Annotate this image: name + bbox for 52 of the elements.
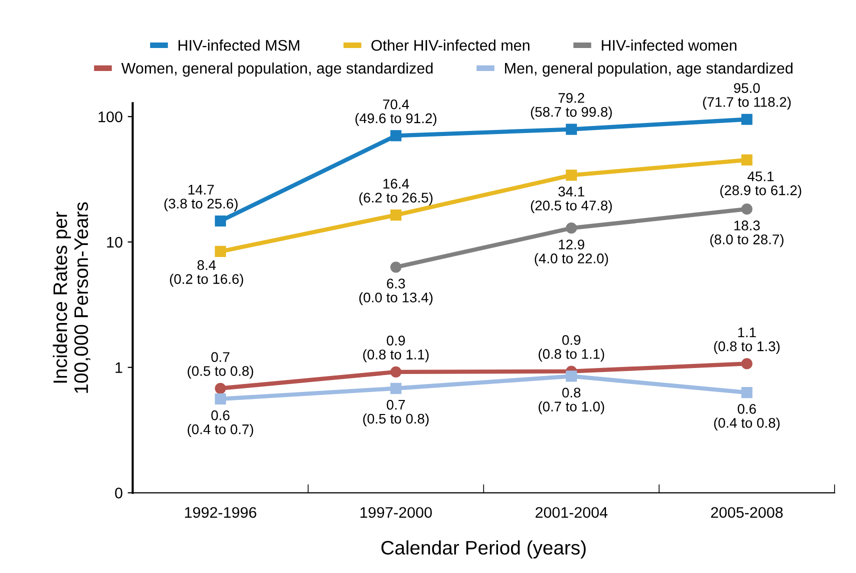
point [741,204,752,215]
point [390,382,402,394]
x-tick-label: 1997-2000 [360,507,432,518]
y-tick-label: 1 [116,362,122,373]
data-label: 1.1 (0.8 to 1.3) [714,328,780,354]
y-tick-label: 0 [115,488,122,498]
data-label: 0.7 (0.5 to 0.8) [188,352,254,379]
legend-label: Other HIV-infected men [371,40,530,51]
legend-label: Women, general population, age standardized [121,62,433,77]
legend-label: HIV-infected women [602,40,736,51]
x-tick-label: 1992-1996 [185,507,256,518]
x-tick-label: 2001-2004 [536,507,608,518]
data-label: 34.1 (20.5 to 47.8) [530,186,612,214]
point [390,130,402,142]
y-tick-label: 10 [107,236,122,248]
y-axis-title: Incidence Rates per 100,000 Person-Years [52,202,90,393]
data-label: 0.6 (0.4 to 0.8) [714,404,780,431]
point [566,170,577,181]
data-label: 0.9 (0.8 to 1.1) [538,335,604,362]
legend-label: Men, general population, age standardized [505,62,792,77]
data-label: 45.1 (28.9 to 61.2) [720,172,802,198]
data-label: 79.2 (58.7 to 99.8) [530,93,612,120]
point [566,370,577,382]
data-label: 12.9 (4.0 to 22.0) [534,240,608,266]
data-label: 0.6 (0.4 to 0.7) [188,410,254,437]
y-tick-label: 100 [98,111,122,122]
point [741,358,752,370]
point [214,382,226,394]
data-label: 0.7 (0.5 to 0.8) [363,400,429,426]
point [390,366,402,378]
point [566,222,577,234]
point [566,124,577,135]
point [214,393,226,405]
x-tick-label: 2005-2008 [711,507,783,518]
data-label: 14.7 (3.8 to 25.6) [164,184,238,212]
point [390,209,402,221]
data-label: 8.4 (0.2 to 16.6) [170,260,244,287]
point [214,215,226,227]
data-label: 18.3 (8.0 to 28.7) [710,220,784,248]
point [390,262,402,273]
data-label: 6.3 (0.0 to 13.4) [359,278,432,306]
x-axis-title: Calendar Period (years) [381,540,586,558]
data-label: 0.9 (0.8 to 1.1) [363,336,429,362]
data-label: 95.0 (71.7 to 118.2) [703,83,791,110]
legend-label: HIV-infected MSM [178,40,300,51]
point [741,114,752,125]
point [214,246,226,258]
data-label: 16.4 (6.2 to 26.5) [359,178,432,206]
point [741,386,752,398]
data-label: 0.8 (0.7 to 1.0) [538,388,604,414]
point [741,154,752,166]
data-label: 70.4 (49.6 to 91.2) [355,99,436,126]
